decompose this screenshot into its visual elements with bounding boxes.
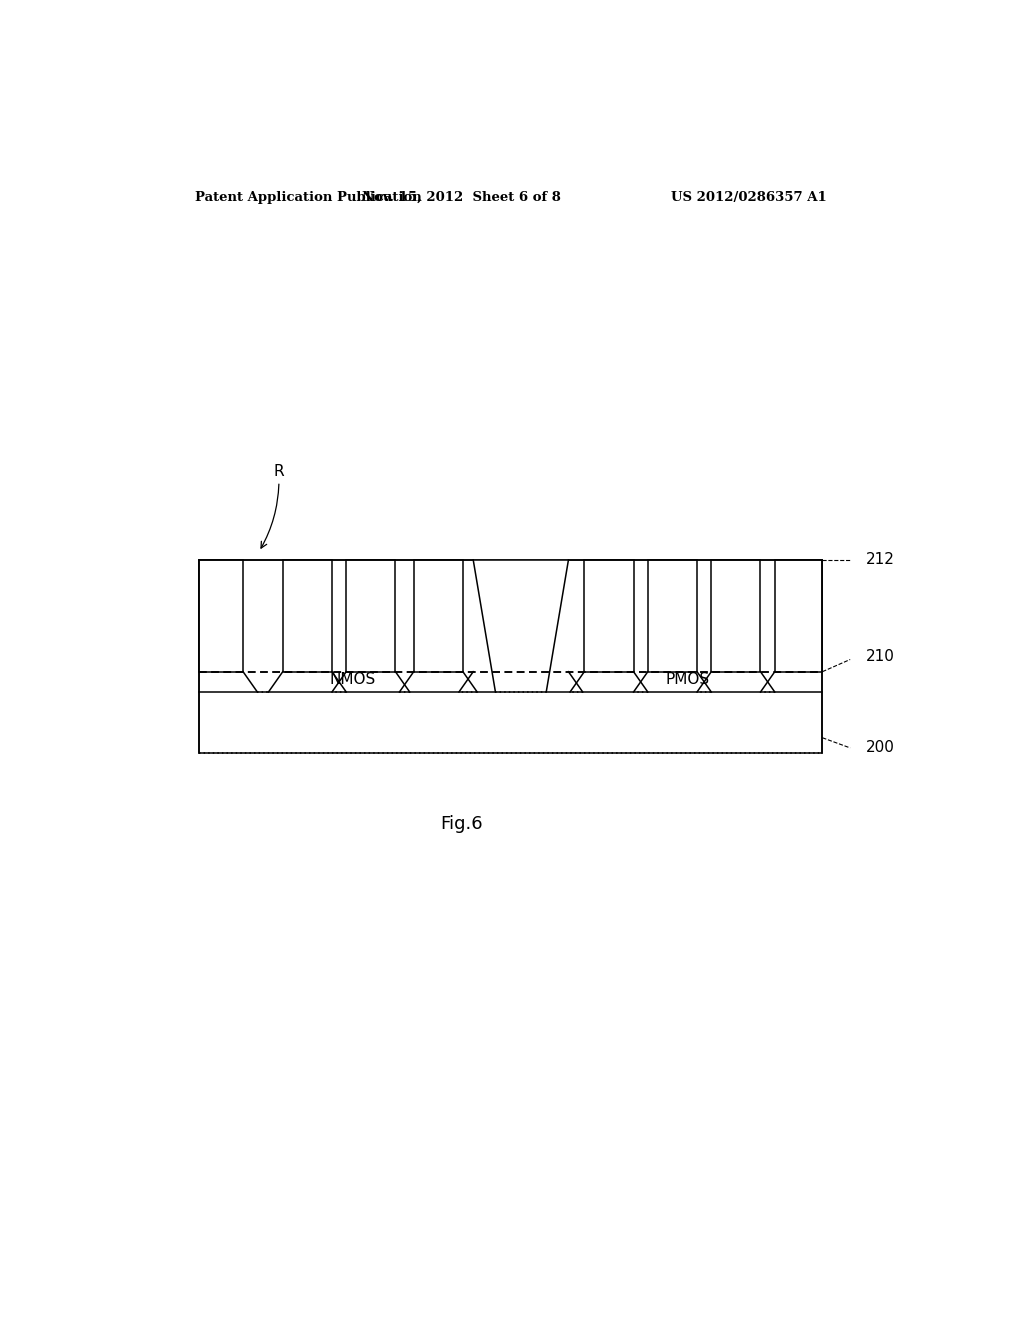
Text: NMOS: NMOS	[329, 672, 376, 686]
Polygon shape	[761, 672, 775, 692]
Text: 200: 200	[866, 741, 895, 755]
Text: PMOS: PMOS	[666, 672, 710, 686]
Text: 212: 212	[866, 552, 895, 568]
Bar	[712, 560, 761, 672]
Bar	[200, 560, 822, 752]
Polygon shape	[332, 672, 346, 692]
Polygon shape	[463, 672, 473, 692]
Polygon shape	[568, 672, 585, 692]
Text: US 2012/0286357 A1: US 2012/0286357 A1	[671, 190, 826, 203]
Polygon shape	[243, 672, 283, 692]
Bar	[414, 560, 463, 672]
Text: 210: 210	[866, 649, 895, 664]
Text: Patent Application Publication: Patent Application Publication	[196, 190, 422, 203]
Bar	[346, 560, 395, 672]
Bar	[283, 560, 332, 672]
Polygon shape	[395, 672, 414, 692]
Bar	[585, 560, 634, 672]
Bar	[775, 560, 822, 672]
Bar	[200, 560, 243, 672]
Text: Nov. 15, 2012  Sheet 6 of 8: Nov. 15, 2012 Sheet 6 of 8	[361, 190, 561, 203]
Bar	[648, 560, 697, 672]
Text: Fig.6: Fig.6	[440, 816, 482, 833]
Polygon shape	[473, 560, 568, 692]
Text: R: R	[261, 463, 284, 548]
Polygon shape	[697, 672, 712, 692]
Polygon shape	[634, 672, 648, 692]
